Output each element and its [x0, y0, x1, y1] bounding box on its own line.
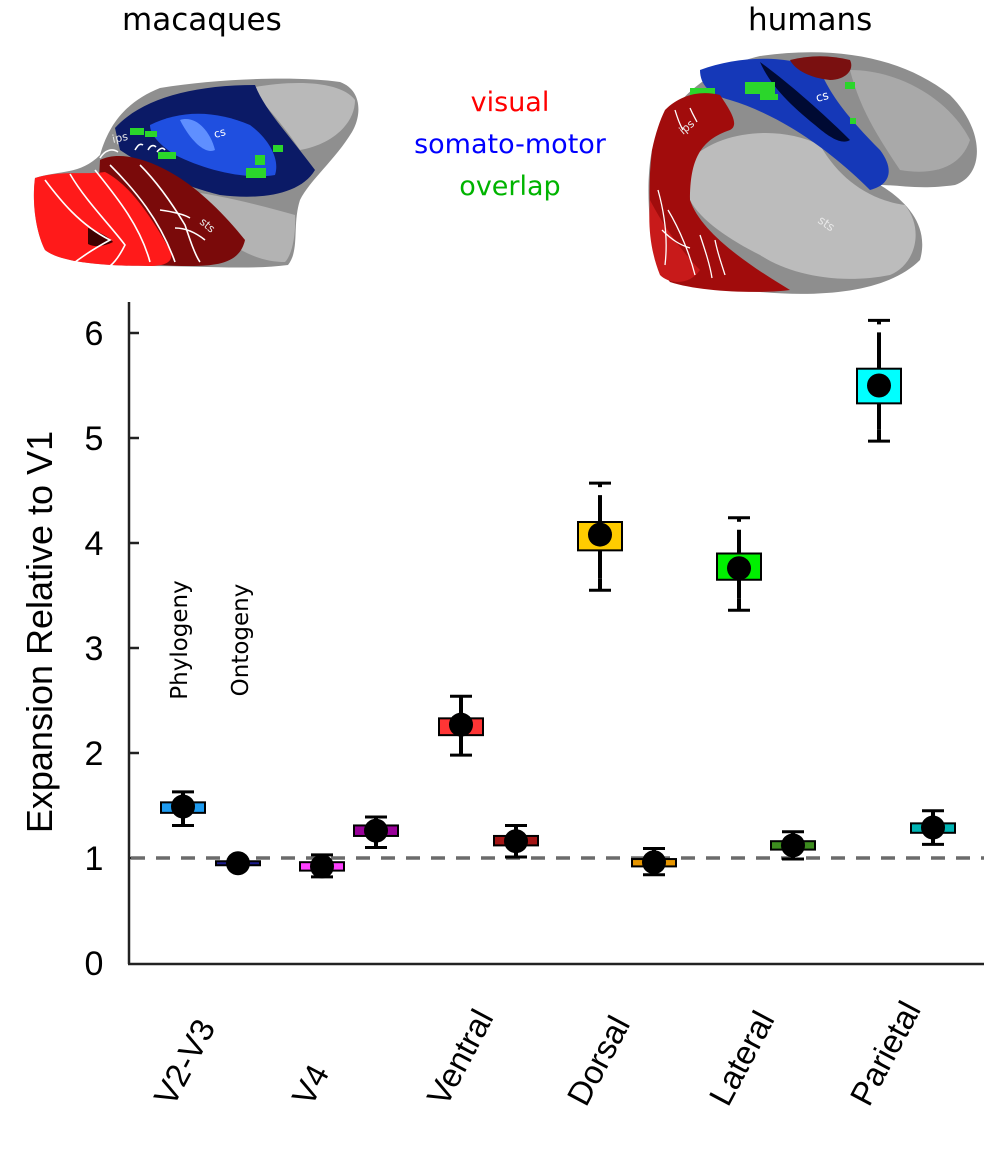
- human-cs-label: cs: [814, 88, 830, 105]
- data-point: [642, 850, 666, 875]
- data-point: [449, 712, 473, 737]
- macaque-cortex-light: [250, 83, 355, 150]
- legend-item-visual: visual: [470, 87, 550, 118]
- marker-phylogeny-parietal: [856, 318, 902, 443]
- macaque-area-boundaries: [44, 143, 206, 267]
- x-tick-label-ventral: Ventral: [420, 1003, 501, 1111]
- x-tick-labels: V2-V3 V4 Ventral Dorsal Lateral Parietal: [147, 995, 928, 1111]
- human-visual-dark-top: [790, 56, 852, 80]
- human-cortex-light: [690, 133, 916, 279]
- data-point: [921, 815, 945, 840]
- y-tick-label: 4: [85, 525, 104, 563]
- marker-ontogeny-v4: [353, 815, 399, 849]
- marker-phylogeny-ventral: [438, 694, 484, 757]
- human-brain: ips cs sts: [648, 52, 977, 294]
- marker-ontogeny-v2-v3: [215, 851, 261, 876]
- macaque-cs-highlight: [180, 119, 215, 151]
- macaque-ips-label: ips: [111, 130, 129, 146]
- macaque-cs-label: cs: [212, 125, 227, 141]
- marker-ontogeny-lateral: [770, 830, 816, 861]
- macaque-overlap-patches: [130, 128, 283, 178]
- marker-phylogeny-v2-v3: [160, 790, 206, 827]
- marker-ontogeny-parietal: [910, 809, 956, 846]
- y-tick-label: 5: [85, 420, 104, 458]
- y-ticks: 0 1 2 3 4 5 6: [85, 315, 139, 983]
- y-tick-label: 1: [85, 840, 104, 878]
- x-tick-label-lateral: Lateral: [702, 1005, 782, 1111]
- human-area-boundaries: [657, 107, 726, 279]
- x-tick-label-v2-v3: V2-V3: [147, 1013, 223, 1111]
- human-cortex-frontal-light: [850, 70, 970, 172]
- marker-phylogeny-dorsal: [577, 481, 623, 592]
- data-point: [867, 373, 891, 398]
- data-point: [364, 818, 388, 843]
- marker-phylogeny-lateral: [716, 516, 762, 612]
- data-point: [310, 854, 334, 879]
- data-point: [226, 851, 250, 876]
- marker-phylogeny-v4: [299, 853, 345, 879]
- y-tick-label: 2: [85, 735, 104, 773]
- series-label-ontogeny: Ontogeny: [228, 584, 254, 697]
- chart-axes: 0 1 2 3 4 5 6 Expansion Relative to V1 Phyloge…: [19, 302, 984, 983]
- marker-ontogeny-dorsal: [631, 847, 677, 877]
- human-somatomotor-dark: [760, 62, 850, 142]
- y-axis-title: Expansion Relative to V1: [19, 431, 60, 833]
- series-label-phylogeny: Phylogeny: [167, 580, 193, 699]
- data-point: [727, 556, 751, 581]
- macaque-brain: ips cs sts: [33, 78, 359, 268]
- y-tick-label: 6: [85, 315, 104, 353]
- data-point: [504, 829, 528, 854]
- data-point: [781, 833, 805, 858]
- x-tick-label-dorsal: Dorsal: [560, 1010, 637, 1112]
- y-tick-label: 3: [85, 630, 104, 668]
- y-tick-label: 0: [85, 945, 104, 983]
- marker-ontogeny-ventral: [493, 823, 539, 859]
- data-point: [171, 794, 195, 819]
- humans-title: humans: [748, 2, 873, 38]
- x-tick-label-v4: V4: [285, 1058, 337, 1111]
- macaques-title: macaques: [122, 2, 282, 38]
- legend: visual somato-motor overlap: [380, 82, 640, 208]
- x-tick-label-parietal: Parietal: [843, 995, 928, 1111]
- legend-item-overlap: overlap: [459, 171, 561, 202]
- legend-item-somato-motor: somato-motor: [414, 129, 606, 160]
- data-marks: [160, 318, 956, 879]
- data-point: [588, 522, 612, 547]
